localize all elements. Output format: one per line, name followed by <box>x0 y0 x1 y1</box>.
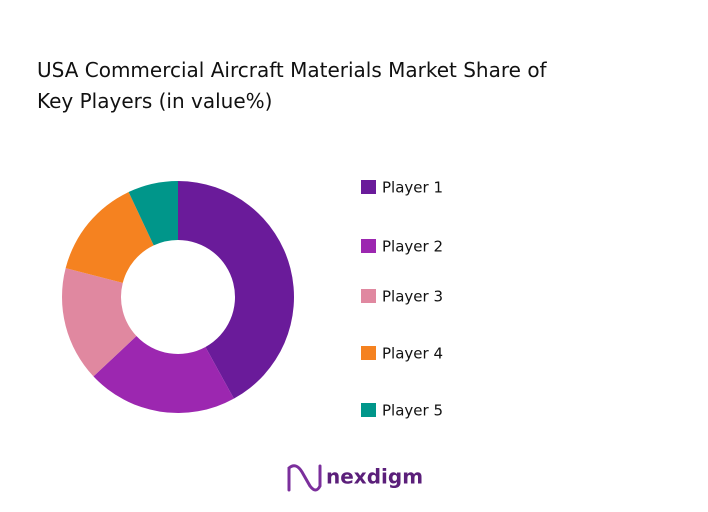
legend-swatch <box>361 346 376 360</box>
legend-label: Player 3 <box>382 288 443 306</box>
legend-label: Player 1 <box>382 179 443 197</box>
legend-swatch <box>361 289 376 303</box>
logo-icon <box>287 464 322 492</box>
legend-label: Player 5 <box>382 402 443 420</box>
legend-swatch <box>361 180 376 194</box>
legend-swatch <box>361 403 376 417</box>
chart-title: Key Players (in value%) <box>37 89 272 113</box>
legend-label: Player 2 <box>382 238 443 256</box>
donut-slice <box>65 192 154 283</box>
chart-title: USA Commercial Aircraft Materials Market… <box>37 58 548 82</box>
donut-slice <box>128 181 178 246</box>
donut-slice <box>62 268 137 377</box>
donut-slice <box>178 181 294 399</box>
donut-slice <box>93 336 234 413</box>
brand-logo: nexdigm <box>287 464 423 492</box>
legend-swatch <box>361 239 376 253</box>
legend-label: Player 4 <box>382 345 443 363</box>
brand-name: nexdigm <box>326 465 423 489</box>
